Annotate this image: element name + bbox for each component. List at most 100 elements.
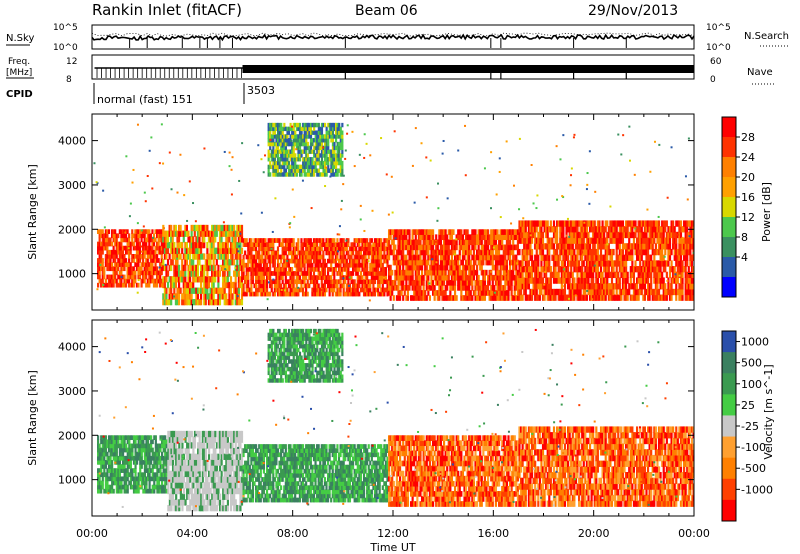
range-cell (577, 220, 581, 227)
range-cell (98, 229, 101, 235)
range-cell (223, 270, 226, 277)
range-cell (204, 276, 207, 283)
range-cell (424, 244, 427, 251)
range-cell (646, 294, 650, 301)
range-cell (493, 229, 496, 235)
range-cell (610, 288, 614, 296)
range-cell (320, 271, 323, 276)
range-cell (107, 266, 111, 272)
range-cell (322, 153, 325, 158)
range-cell (322, 168, 325, 173)
range-cell (339, 254, 342, 260)
range-cell (298, 149, 302, 154)
range-cell (392, 279, 395, 286)
range-cell (289, 157, 292, 162)
range-cell (664, 266, 667, 273)
range-cell (668, 294, 672, 301)
range-cell (206, 259, 209, 266)
range-cell (264, 262, 267, 268)
range-cell (115, 249, 118, 255)
range-cell (284, 283, 287, 289)
range-cell (428, 229, 432, 235)
range-cell (560, 288, 563, 296)
range-cell (137, 274, 140, 280)
range-cell (255, 262, 258, 268)
range-cell (192, 276, 195, 283)
nsky-label: N.Sky (6, 33, 34, 44)
range-cell (330, 149, 333, 154)
range-cell (275, 149, 278, 154)
range-cell (453, 285, 457, 291)
range-cell (149, 266, 152, 272)
range-cell (272, 254, 275, 260)
range-cell (327, 141, 330, 147)
range-cell (317, 283, 320, 289)
range-cell (350, 242, 353, 247)
scatter-echo (563, 268, 566, 271)
range-cell (588, 266, 592, 273)
range-cell (369, 262, 372, 268)
range-cell (223, 287, 226, 294)
range-cell (149, 233, 152, 239)
range-cell (552, 277, 556, 284)
range-cell (273, 254, 276, 260)
range-cell (316, 157, 319, 162)
range-cell (338, 160, 341, 166)
range-cell (297, 287, 300, 293)
range-cell (670, 226, 673, 233)
range-cell (413, 254, 416, 261)
range-cell (530, 288, 534, 296)
range-cell (568, 283, 571, 290)
range-cell (163, 230, 166, 237)
range-cell (334, 130, 338, 135)
range-cell (331, 258, 334, 264)
range-cell (350, 246, 353, 252)
range-cell (408, 239, 411, 246)
range-cell (314, 130, 317, 135)
range-cell (334, 283, 337, 289)
range-cell (248, 291, 251, 297)
range-cell (222, 241, 225, 249)
range-cell (419, 229, 422, 235)
range-cell (240, 247, 244, 254)
range-cell (278, 283, 281, 289)
range-cell (464, 269, 468, 276)
range-cell (610, 231, 614, 239)
range-cell (344, 262, 347, 268)
range-cell (383, 266, 386, 272)
range-cell (596, 288, 599, 296)
range-cell (420, 269, 424, 276)
range-cell (416, 244, 419, 251)
range-cell (588, 271, 592, 279)
range-cell (439, 279, 443, 286)
range-cell (331, 145, 335, 151)
range-cell (650, 260, 653, 267)
range-cell (361, 266, 364, 272)
range-cell (331, 283, 334, 289)
range-cell (516, 279, 520, 286)
range-cell (634, 266, 637, 273)
range-cell (488, 274, 491, 281)
range-cell (479, 234, 482, 241)
range-cell (661, 248, 664, 256)
range-cell (461, 239, 465, 246)
range-cell (599, 277, 603, 284)
range-cell (300, 287, 303, 293)
range-cell (398, 295, 402, 301)
range-cell (308, 126, 311, 132)
range-cell (179, 241, 182, 249)
range-cell (229, 230, 233, 237)
range-cell (422, 279, 425, 286)
range-cell (137, 258, 140, 263)
range-cell (384, 279, 388, 285)
cpid-segment-1: normal (fast) 151 (97, 93, 193, 106)
range-cell (203, 293, 206, 300)
range-cell (625, 277, 628, 284)
range-cell (452, 295, 455, 301)
range-cell (261, 238, 264, 243)
nsearch-tick-bottom: 10^0 (706, 43, 731, 53)
range-cell (405, 259, 408, 266)
range-cell (104, 254, 107, 259)
range-cell (306, 250, 309, 256)
range-cell (220, 247, 223, 254)
